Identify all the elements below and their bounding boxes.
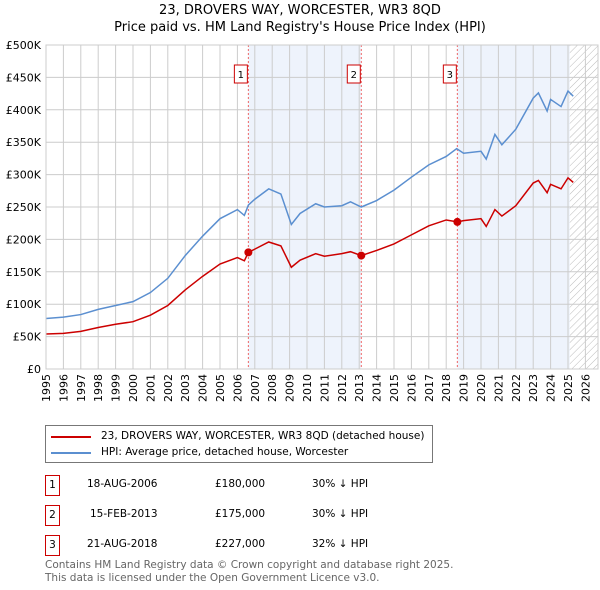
x-tick-label: 2023	[527, 374, 540, 402]
sale-point	[244, 248, 253, 257]
copyright-text: Contains HM Land Registry data © Crown c…	[45, 559, 454, 571]
sale-date: 15-FEB-2013	[90, 508, 158, 520]
x-tick-label: 2012	[336, 374, 349, 402]
y-tick-label: £150K	[6, 266, 42, 279]
x-tick-label: 2011	[318, 374, 331, 402]
sale-marker-label: 1	[238, 70, 244, 81]
licence-text: This data is licensed under the Open Gov…	[45, 572, 380, 584]
x-tick-label: 2001	[144, 374, 157, 402]
sale-marker-box	[233, 64, 248, 84]
sale-marker-box	[346, 64, 361, 84]
sale-price: £227,000	[215, 538, 266, 550]
x-tick-label: 2015	[388, 374, 401, 402]
x-tick-label: 2016	[405, 374, 418, 402]
x-tick-label: 2008	[266, 374, 279, 402]
sale-hpi-diff: 30% ↓ HPI	[312, 508, 369, 520]
sale-marker-label: 1	[45, 475, 60, 496]
x-tick-label: 1996	[57, 374, 70, 402]
sale-price: £180,000	[215, 478, 266, 490]
x-tick-label: 1995	[40, 374, 53, 402]
sale-price: £175,000	[215, 508, 266, 520]
legend-label: 23, DROVERS WAY, WORCESTER, WR3 8QD (det…	[101, 430, 425, 442]
x-tick-label: 2010	[301, 374, 314, 402]
x-tick-label: 2007	[249, 374, 262, 402]
x-tick-label: 2004	[197, 374, 210, 402]
x-tick-label: 2006	[231, 374, 244, 402]
x-tick-label: 1999	[110, 374, 123, 402]
x-tick-label: 2026	[579, 374, 592, 402]
x-tick-label: 2000	[127, 374, 140, 402]
y-tick-label: £500K	[6, 39, 42, 52]
sale-point	[453, 217, 462, 226]
y-tick-label: £400K	[6, 104, 42, 117]
sale-marker-label: 2	[45, 505, 60, 526]
sale-hpi-diff: 32% ↓ HPI	[312, 538, 369, 550]
sale-point	[357, 251, 366, 260]
y-tick-label: £300K	[6, 169, 42, 182]
x-tick-label: 1997	[75, 374, 88, 402]
legend-item-property: 23, DROVERS WAY, WORCESTER, WR3 8QD (det…	[51, 430, 424, 443]
legend-swatch-red	[51, 435, 91, 438]
legend-item-hpi: HPI: Average price, detached house, Worc…	[51, 446, 348, 459]
sale-row: 2 15-FEB-2013 £175,000 30% ↓ HPI	[45, 505, 445, 526]
property-price-line	[45, 176, 574, 335]
sale-marker-label: 2	[351, 70, 357, 81]
x-tick-label: 2002	[162, 374, 175, 402]
price-chart: 1995 1996 1997 1998 1999 2000 2001 2002 2003 2004…	[6, 39, 599, 402]
x-tick-label: 2005	[214, 374, 227, 402]
sale-hpi-diff: 30% ↓ HPI	[312, 478, 369, 490]
x-tick-label: 2017	[423, 374, 436, 402]
y-tick-label: £250K	[6, 201, 42, 214]
sale-marker-box	[442, 64, 457, 84]
y-tick-label: £200K	[6, 233, 42, 246]
footer: Contains HM Land Registry data © Crown c…	[45, 559, 453, 585]
x-tick-label: 2014	[371, 374, 384, 402]
sale-date: 21-AUG-2018	[87, 538, 158, 550]
sale-row: 3 21-AUG-2018 £227,000 32% ↓ HPI	[45, 535, 445, 556]
x-tick-label: 2022	[510, 374, 523, 402]
y-tick-label: £50K	[13, 331, 42, 344]
sale-marker-label: 3	[45, 535, 60, 556]
legend-swatch-blue	[51, 451, 91, 454]
y-tick-label: £0	[27, 363, 41, 376]
x-tick-label: 2019	[458, 374, 471, 402]
hpi-line	[45, 89, 574, 320]
y-tick-label: £350K	[6, 136, 42, 149]
sale-marker-label: 3	[447, 70, 453, 81]
x-tick-label: 2020	[475, 374, 488, 402]
x-tick-label: 2013	[353, 374, 366, 402]
x-tick-label: 2003	[179, 374, 192, 402]
plot-border	[45, 44, 599, 370]
sale-date: 18-AUG-2006	[87, 478, 158, 490]
chart-subtitle: Price paid vs. HM Land Registry's House …	[114, 20, 486, 35]
chart-title: 23, DROVERS WAY, WORCESTER, WR3 8QD	[159, 3, 441, 18]
x-tick-label: 1998	[92, 374, 105, 402]
y-tick-label: £450K	[6, 71, 42, 84]
x-tick-label: 2018	[440, 374, 453, 402]
legend: 23, DROVERS WAY, WORCESTER, WR3 8QD (det…	[45, 425, 433, 463]
x-tick-label: 2025	[562, 374, 575, 402]
sale-row: 1 18-AUG-2006 £180,000 30% ↓ HPI	[45, 475, 445, 496]
x-tick-label: 2024	[545, 374, 558, 402]
legend-label: HPI: Average price, detached house, Worc…	[101, 446, 349, 458]
x-tick-label: 2009	[284, 374, 297, 402]
x-tick-label: 2021	[492, 374, 505, 402]
y-tick-label: £100K	[6, 298, 42, 311]
